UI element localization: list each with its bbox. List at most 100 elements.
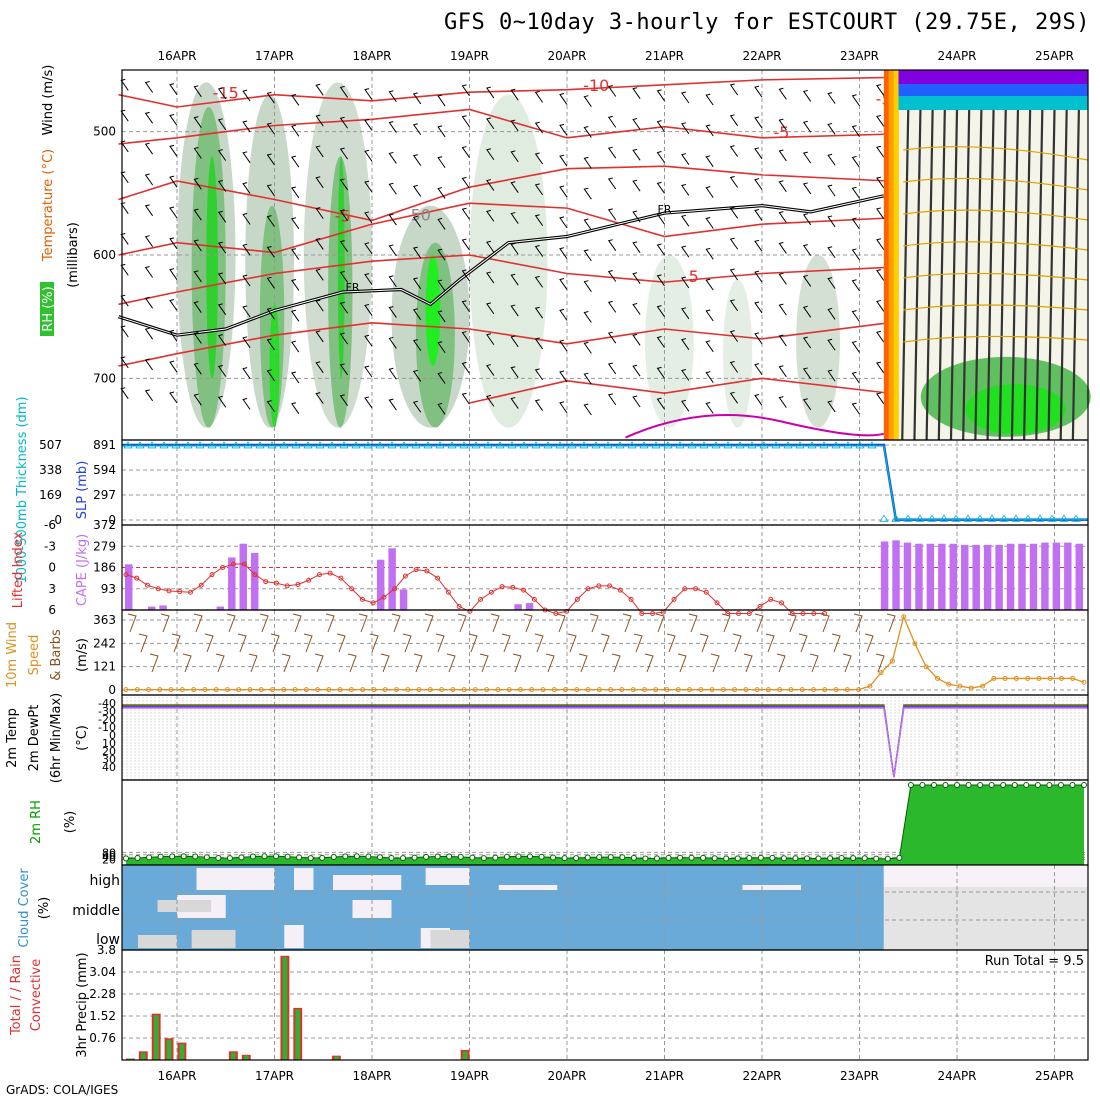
y-tick-rh: 80 (102, 846, 116, 859)
rh-point (376, 854, 383, 861)
wind-barb (461, 300, 470, 313)
lifted-index-point (714, 600, 720, 606)
wind-speed-point (934, 675, 940, 681)
surface-wind-barb (721, 613, 731, 633)
lifted-index-point (617, 587, 623, 593)
rh-point (815, 855, 822, 862)
lifted-index-point (596, 583, 602, 589)
wind-speed-point (641, 687, 647, 693)
wind-barb (120, 202, 129, 214)
wind-speed-point (495, 687, 501, 693)
ylabel-convective: Convective (29, 959, 44, 1032)
wind-barb (559, 370, 568, 383)
isotherm-line (903, 272, 1089, 281)
wind-speed-line (126, 614, 1085, 691)
rh-point (907, 782, 914, 788)
wind-barb (388, 213, 397, 226)
wind-barb (412, 369, 422, 382)
wind-speed-point (687, 687, 693, 693)
wind-barb (681, 91, 690, 104)
thickness-marker (375, 441, 385, 449)
cape-bar (216, 606, 225, 610)
wind-barb (193, 85, 202, 98)
cloud-cover-clear (284, 925, 304, 948)
rh-point (307, 855, 314, 862)
thickness-marker (675, 441, 685, 449)
wind-speed-point (822, 687, 828, 693)
wind-barb (242, 89, 251, 102)
wind-barb (827, 369, 836, 382)
wind-barb (778, 149, 787, 162)
rh-point (1023, 782, 1030, 788)
wind-barb (656, 336, 665, 348)
wind-speed-point (867, 683, 873, 689)
surface-wind-barb (325, 613, 335, 633)
thickness-marker (783, 441, 793, 449)
cape-bar (228, 557, 236, 610)
wind-barb-column (1035, 109, 1044, 441)
precip-convective-bar (128, 1058, 133, 1060)
thickness-marker (1035, 514, 1045, 522)
lifted-index-point (811, 611, 817, 617)
lifted-index-point (273, 580, 279, 586)
wind-speed-point (191, 687, 197, 693)
wind-speed-point (912, 641, 918, 647)
wind-speed-point (788, 687, 794, 693)
lifted-index-point (370, 600, 376, 606)
wind-barb (876, 176, 885, 189)
wind-barb (851, 217, 860, 230)
wind-barb (510, 335, 519, 348)
wind-barb (510, 181, 519, 194)
thickness-marker (195, 441, 205, 449)
rh-point (342, 853, 349, 860)
rh-point (480, 855, 487, 862)
surface-wind-barb (347, 653, 357, 673)
thickness-marker (207, 441, 217, 449)
rh-point (792, 855, 799, 862)
thickness-marker (423, 441, 433, 449)
wind-speed-point (405, 687, 411, 693)
surface-wind-barb (732, 633, 742, 653)
wind-barb (266, 184, 275, 197)
lifted-index-point (306, 577, 312, 583)
wind-barb (607, 115, 617, 128)
contour-label: -5 (774, 123, 790, 142)
ylabel-slp: SLP (mb) (75, 461, 90, 520)
surface-wind-barb (314, 653, 324, 673)
wind-barb (266, 153, 275, 166)
wind-barb (169, 329, 178, 342)
cloud-cover-clear (333, 875, 402, 890)
wind-speed-point (608, 687, 614, 693)
lifted-index-point (155, 586, 161, 592)
wind-barb (851, 340, 860, 353)
wind-barb (607, 331, 617, 344)
wind-speed-point (1081, 679, 1087, 685)
wind-barb (827, 92, 836, 104)
thickness-marker (711, 441, 721, 449)
temperature-wall (893, 70, 899, 440)
thickness-marker (399, 441, 409, 449)
precip-convective-bar (243, 1055, 249, 1060)
wind-barb (364, 303, 373, 316)
wind-barb (144, 296, 154, 309)
ylabel-precip: 3hr Precip (mm) (75, 952, 90, 1057)
y-tick-mb: 700 (93, 371, 116, 385)
y-tick-temp: -40 (98, 697, 116, 710)
wind-barb (291, 217, 300, 230)
wind-speed-point (980, 683, 986, 689)
lifted-index-point (757, 603, 763, 609)
thickness-marker (147, 441, 157, 449)
ylabel-temp: 2m Temp (5, 708, 20, 768)
wind-barb (437, 248, 446, 261)
rh-point (884, 855, 891, 862)
ylabel-cloud: Cloud Cover (17, 868, 32, 948)
wind-barb (242, 182, 251, 194)
wind-barb (291, 371, 300, 384)
run-total: Run Total = 9.5 (985, 954, 1084, 969)
wind-barb (851, 310, 860, 322)
wind-barb (632, 87, 641, 99)
thickness-marker (387, 441, 397, 449)
wind-barb (632, 148, 641, 161)
wind-barb (705, 247, 714, 260)
wind-barb (364, 211, 373, 224)
